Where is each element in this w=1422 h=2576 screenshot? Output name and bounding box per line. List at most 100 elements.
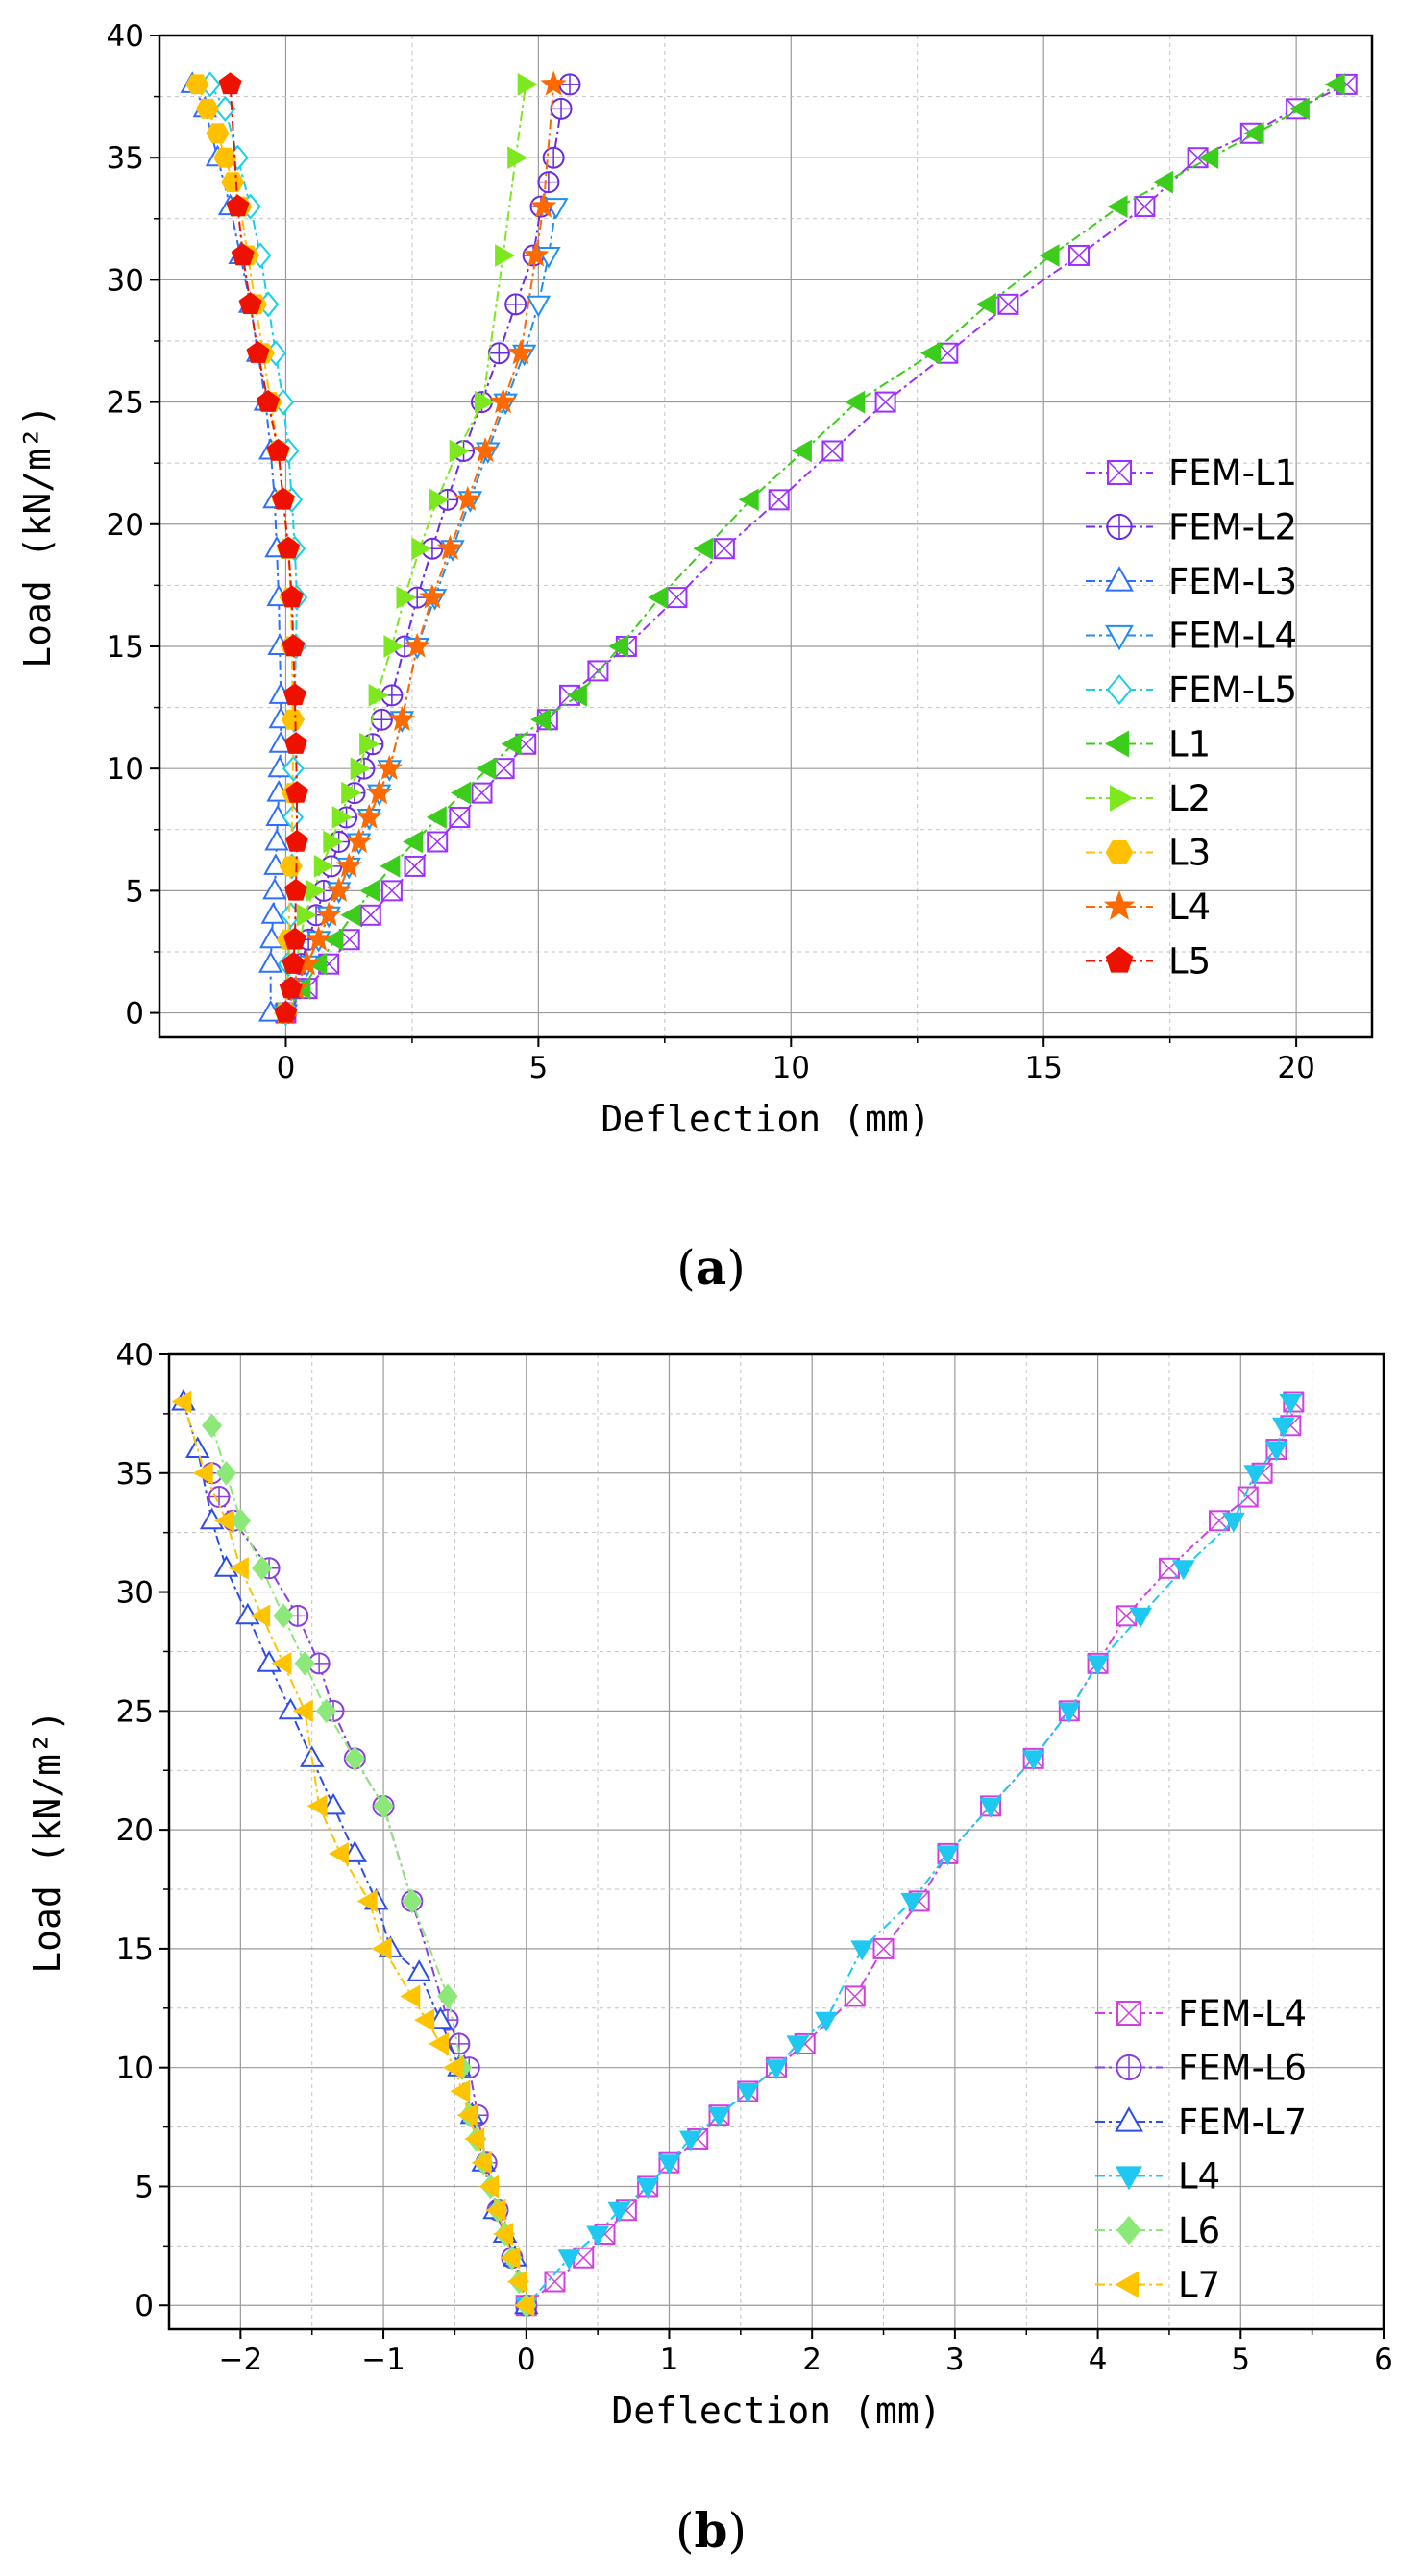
- chart-a-series-fem-l3-point: [260, 902, 286, 924]
- chart-b-y-tick-label: 40: [116, 1338, 154, 1373]
- chart-b-series-l4-point: [1086, 1655, 1110, 1676]
- chart-a-series-l1-point: [323, 928, 344, 952]
- chart-a-series-l1-point: [426, 806, 447, 829]
- panel-caption-a-close: ): [726, 1240, 746, 1296]
- chart-a-legend-label: L4: [1168, 887, 1211, 928]
- chart-b-series-l6-point: [215, 1461, 237, 1486]
- chart-a: 0 5 10 15 20 0 5 10 15 20 25 30 35 40 Deflection (mm) L…: [16, 19, 1374, 1140]
- chart-b-series-l7-point: [371, 1937, 392, 1960]
- panel-caption-b-close: ): [727, 2503, 747, 2559]
- chart-a-series-l4-point: [507, 339, 534, 365]
- chart-b-series-l4-point: [707, 2106, 731, 2127]
- chart-a-series-fem-l2-point: [370, 708, 393, 731]
- chart-a-series-fem-l1-point: [1134, 196, 1156, 218]
- chart-a-series-l2-point: [475, 390, 496, 414]
- chart-a-series-l4-point: [356, 803, 382, 829]
- chart-a-series-l3-point: [221, 172, 245, 193]
- chart-a-series-l1-point: [501, 732, 522, 756]
- chart-b-x-tick-label: −1: [361, 2343, 405, 2377]
- chart-a-series-l1-point: [530, 708, 552, 732]
- chart-a-series-l2-point: [341, 781, 362, 805]
- chart-a-series-l5-point: [279, 976, 303, 999]
- chart-a-series-l5-point: [285, 780, 308, 803]
- chart-a-series-l4-point: [436, 534, 464, 560]
- chart-a-series-l1-point: [1288, 97, 1310, 121]
- chart-a-y-tick-label: 15: [107, 630, 144, 665]
- chart-a-series-fem-l1-point: [768, 489, 790, 511]
- chart-b-series-l4-point: [786, 2035, 810, 2056]
- chart-a-series-fem-l3-point: [264, 828, 289, 851]
- chart-a-series-l1-point: [1107, 195, 1128, 218]
- chart-b-series-l7-point: [292, 1699, 313, 1723]
- chart-b-series-l4-point: [1171, 1560, 1195, 1581]
- chart-a-legend-marker: [1105, 730, 1130, 758]
- chart-a-series-l4-point: [366, 779, 393, 805]
- chart-a-series-fem-l2-point: [537, 171, 560, 194]
- chart-a-legend-marker: [1105, 624, 1134, 651]
- chart-a-series-l1-point: [476, 757, 497, 781]
- chart-a-ticks: 0 5 10 15 20 0 5 10 15 20 25 30 35 40: [107, 19, 1315, 1085]
- chart-a-y-tick-label: 30: [107, 263, 144, 298]
- chart-a-legend-label: L5: [1168, 941, 1211, 983]
- chart-b-series-fem-l4-point: [544, 2271, 566, 2293]
- chart-b-series-l4-point: [850, 1940, 874, 1961]
- chart-a-legend-item: FEM-L1: [1086, 452, 1297, 494]
- chart-b-series-l6-point: [252, 1556, 273, 1581]
- chart-b-series-fem-l4-point: [844, 1985, 866, 2007]
- chart-a-x-tick-label: 5: [529, 1051, 549, 1085]
- panel-caption-a-open: (: [676, 1240, 696, 1296]
- chart-b-legend-marker: [1115, 2271, 1140, 2298]
- chart-a-series-fem-l1-point: [1068, 244, 1091, 266]
- chart-b-series-fem-l7-point: [406, 1959, 431, 1981]
- chart-a-series-fem-l1-point: [359, 904, 381, 926]
- chart-a-series-l1-point: [693, 537, 714, 561]
- chart-a-series-l4-point: [325, 876, 353, 903]
- chart-b-series-l4-point: [1021, 1750, 1045, 1771]
- chart-a-series-l3-line: [196, 84, 294, 1013]
- chart-b-legend-item: FEM-L7: [1095, 2102, 1307, 2143]
- chart-a-series-l2-point: [331, 806, 353, 829]
- chart-b-series-l7-point: [492, 2223, 513, 2246]
- chart-a-series-l5-point: [257, 389, 281, 412]
- chart-a-legend-label: L1: [1168, 724, 1211, 766]
- chart-b-legend-item: FEM-L6: [1095, 2048, 1307, 2089]
- chart-a-series-l4-point: [335, 852, 362, 878]
- chart-b-legend-item: L7: [1095, 2265, 1220, 2306]
- chart-b-series-l7-point: [500, 2246, 521, 2270]
- chart-a-series-l5-point: [246, 341, 270, 363]
- chart-a-grid: [159, 35, 1372, 1037]
- chart-a-series-l2-point: [517, 73, 538, 96]
- chart-b-series-l7-point: [356, 1889, 378, 1913]
- chart-a-series-fem-l1-point: [587, 660, 609, 682]
- chart-a-series-fem-l1-point: [937, 342, 959, 364]
- chart-a-series-l2-point: [507, 146, 528, 170]
- chart-a-legend-item: L5: [1086, 941, 1211, 983]
- chart-b-legend-marker: [1115, 2166, 1143, 2191]
- chart-b-series-l4: [514, 1394, 1303, 2318]
- chart-a-series-l1-point: [402, 830, 423, 854]
- chart-b-series-l4-point: [586, 2225, 609, 2247]
- chart-a-series-l5: [218, 72, 308, 1023]
- chart-a-series-l2-point: [495, 244, 516, 267]
- chart-a-y-tick-label: 40: [107, 19, 144, 54]
- chart-a-series-fem-l1-point: [1187, 147, 1209, 169]
- chart-b-series-l7-point: [471, 2151, 492, 2175]
- chart-a-series-l5-point: [238, 292, 262, 314]
- chart-b-series-l4-point: [1222, 1512, 1245, 1533]
- chart-a-series-l5-point: [284, 732, 307, 754]
- chart-a-series-fem-l1-point: [713, 538, 735, 560]
- chart-a-series-l2-point: [449, 439, 470, 463]
- chart-a-legend-marker: [1105, 566, 1134, 592]
- chart-a-series-fem-l2-point: [558, 73, 581, 96]
- chart-a-legend-label: FEM-L5: [1168, 669, 1297, 711]
- chart-b-series-l7-point: [442, 2055, 463, 2079]
- chart-a-series-l1-point: [450, 781, 471, 805]
- chart-b-series-l4-point: [678, 2130, 702, 2151]
- chart-a-legend-item: L3: [1086, 833, 1211, 874]
- chart-a-y-tick-label: 0: [125, 997, 144, 1032]
- chart-a-series-l4-point: [523, 241, 550, 267]
- chart-b-series-l6-point: [294, 1651, 315, 1676]
- chart-b-legend-item: FEM-L4: [1095, 1993, 1307, 2034]
- chart-b-series-l4-point: [900, 1892, 924, 1913]
- chart-b-series-l4-point: [815, 2011, 838, 2032]
